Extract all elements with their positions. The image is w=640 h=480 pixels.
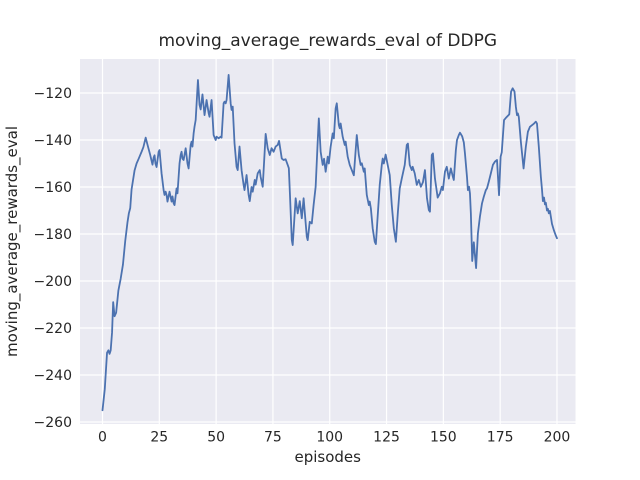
y-tick-label: −240 bbox=[34, 368, 72, 384]
x-tick-label: 75 bbox=[264, 430, 282, 446]
x-tick-label: 100 bbox=[316, 430, 343, 446]
y-tick-label: −260 bbox=[34, 415, 72, 431]
plot-area: 0 25 50 75 100 125 150 175 200 −120 −140 −160 −180 −2… bbox=[34, 59, 576, 446]
x-tick-label: 175 bbox=[487, 430, 514, 446]
y-tick-label: −180 bbox=[34, 227, 72, 243]
line-series-ddpg bbox=[101, 74, 558, 412]
axes-background bbox=[80, 59, 576, 424]
x-tick-label: 125 bbox=[373, 430, 400, 446]
y-tick-label: −220 bbox=[34, 321, 72, 337]
x-tick-label: 200 bbox=[544, 430, 571, 446]
y-tick-label: −120 bbox=[34, 86, 72, 102]
y-tick-label: −200 bbox=[34, 274, 72, 290]
chart-title: moving_average_rewards_eval of DDPG bbox=[158, 31, 497, 51]
x-tick-label: 0 bbox=[98, 430, 107, 446]
y-tick-label: −160 bbox=[34, 180, 72, 196]
y-tick-label: −140 bbox=[34, 133, 72, 149]
x-tick-label: 150 bbox=[430, 430, 457, 446]
x-tick-label: 25 bbox=[150, 430, 168, 446]
x-tick-label: 50 bbox=[207, 430, 225, 446]
x-axis-label: episodes bbox=[295, 448, 362, 466]
y-axis-label: moving_average_rewards_eval bbox=[3, 126, 22, 357]
